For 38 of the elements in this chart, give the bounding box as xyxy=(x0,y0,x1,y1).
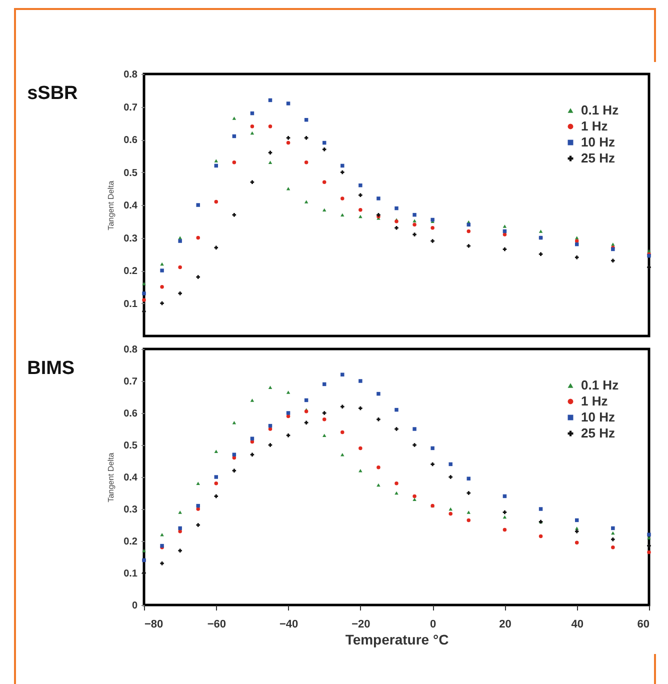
y-tick-label: 0.1 xyxy=(124,298,138,310)
x-axis-title: Temperature °C xyxy=(345,632,449,648)
legend-label: 1 Hz xyxy=(581,394,608,408)
legend-label: 25 Hz xyxy=(581,150,616,166)
y-axis-title: Tangent Delta xyxy=(106,452,116,502)
y-tick-label: 0.8 xyxy=(124,70,138,80)
y-tick-label: 0.6 xyxy=(124,135,138,146)
x-tick-label: 40 xyxy=(571,618,584,630)
x-tick-label: 20 xyxy=(499,618,512,630)
legend-label: 0.1 Hz xyxy=(581,102,620,118)
y-tick-label: 0.4 xyxy=(124,200,138,212)
y-tick-label: 0.5 xyxy=(124,440,138,452)
x-tick-label: −20 xyxy=(352,618,370,630)
x-tick-label: −60 xyxy=(207,618,226,630)
y-tick-label: 0.5 xyxy=(124,168,138,179)
y-tick-label: 0.8 xyxy=(124,344,138,356)
legend-label: 0.1 Hz xyxy=(581,378,620,392)
y-tick-label: 0.7 xyxy=(124,376,138,388)
y-tick-label: 0.3 xyxy=(124,504,138,516)
legend-label: 25 Hz xyxy=(581,426,616,440)
legend-label: 10 Hz xyxy=(581,134,616,150)
chart-title: sSBR xyxy=(27,83,78,104)
y-tick-label: 0.2 xyxy=(124,266,138,277)
y-tick-label: 0.1 xyxy=(124,568,138,580)
y-tick-label: 0.4 xyxy=(124,472,138,484)
legend-label: 10 Hz xyxy=(581,410,616,424)
y-tick-label: 0.3 xyxy=(124,233,138,244)
y-tick-label: 0.7 xyxy=(124,102,138,114)
y-axis-title: Tangent Delta xyxy=(106,180,116,230)
legend-label: 1 Hz xyxy=(581,118,608,134)
x-tick-label: 60 xyxy=(637,618,650,630)
y-tick-label: 0.6 xyxy=(124,408,138,420)
x-tick-label: −40 xyxy=(279,618,298,630)
y-tick-label: 0 xyxy=(132,600,138,612)
x-tick-label: 0 xyxy=(430,618,436,630)
y-tick-label: 0.2 xyxy=(124,536,138,548)
chart-title: BIMS xyxy=(27,358,75,379)
x-tick-label: −80 xyxy=(144,618,164,630)
